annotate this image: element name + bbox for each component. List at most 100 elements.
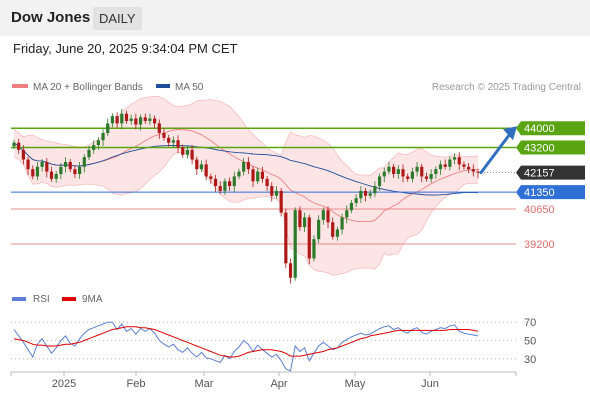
candle-body xyxy=(26,159,30,170)
x-tick-label-2025: 2025 xyxy=(52,378,76,390)
candle-body xyxy=(157,123,161,134)
candle-body xyxy=(68,161,72,170)
candle-body xyxy=(242,161,246,172)
candle-body xyxy=(162,133,166,138)
forecast-arrow-head xyxy=(503,126,517,141)
candle-body xyxy=(410,171,414,179)
candle-body xyxy=(307,217,311,259)
x-tick-label-Jun: Jun xyxy=(421,378,439,390)
candle-body xyxy=(434,169,438,175)
candle-body xyxy=(223,181,227,191)
candle-body xyxy=(382,171,386,177)
candle-body xyxy=(92,145,96,150)
candle-body xyxy=(54,174,58,179)
candle-body xyxy=(21,149,25,160)
rsi-plot: 70 50 30 xyxy=(11,317,536,372)
candle-body xyxy=(298,210,302,228)
candle-body xyxy=(321,210,325,220)
timeframe-badge[interactable]: DAILY xyxy=(93,7,142,30)
candle-body xyxy=(335,229,339,237)
level-tag-42157 xyxy=(516,165,585,180)
candle-body xyxy=(31,169,35,177)
candle-body xyxy=(288,263,293,278)
candle-body xyxy=(106,123,110,134)
candle-body xyxy=(251,169,255,182)
candle-body xyxy=(12,142,16,147)
candle-body xyxy=(462,164,466,167)
candle-body xyxy=(153,118,157,124)
candle-body xyxy=(363,190,368,196)
candle-body xyxy=(227,181,232,187)
datetime-label: Friday, June 20, 2025 9:34:04 PM CET xyxy=(13,41,238,56)
candle-body xyxy=(312,239,316,259)
candle-body xyxy=(429,174,433,179)
candle-body xyxy=(373,186,377,194)
bollinger-upper-line xyxy=(13,95,478,176)
candle-body xyxy=(476,171,480,173)
candle-body xyxy=(260,171,265,179)
candle-body xyxy=(467,166,471,170)
candle-body xyxy=(368,193,372,196)
candle-body xyxy=(415,166,419,172)
candle-body xyxy=(392,166,396,175)
rsi-9ma-line xyxy=(13,326,479,358)
candle-body xyxy=(96,140,100,146)
x-tick-label-Apr: Apr xyxy=(270,378,287,390)
candle-body xyxy=(420,166,424,177)
candle-body xyxy=(199,164,204,170)
candle-body xyxy=(101,133,105,141)
candle-body xyxy=(73,169,77,175)
level-label-40650: 40650 xyxy=(524,204,555,216)
candle-body xyxy=(302,217,307,228)
candle-body xyxy=(340,217,344,230)
candle-body xyxy=(148,118,152,121)
candle-body xyxy=(406,176,410,179)
candle-body xyxy=(448,159,452,167)
candle-body xyxy=(176,140,180,148)
candle-body xyxy=(317,219,321,240)
bollinger-band-fill xyxy=(14,96,478,276)
candle-body xyxy=(387,166,391,172)
candle-body xyxy=(49,171,54,179)
bollinger-lower-line xyxy=(13,151,478,276)
candle-body xyxy=(213,178,218,187)
candle-body xyxy=(256,171,260,182)
candle-body xyxy=(359,190,363,199)
candle-body xyxy=(17,142,21,150)
candle-body xyxy=(284,212,288,264)
candle-body xyxy=(270,186,274,196)
rsi-tick-label-50: 50 xyxy=(524,336,536,348)
candle-body xyxy=(87,149,91,158)
rsi-line xyxy=(13,321,479,372)
level-label-41350: 41350 xyxy=(524,187,555,199)
rsi-tick-label-70: 70 xyxy=(524,317,536,329)
legend-label-bollinger: MA 20 + Bollinger Bands xyxy=(33,82,143,93)
rsi-tick-label-30: 30 xyxy=(524,354,536,366)
candle-body xyxy=(78,166,82,175)
candle-body xyxy=(40,161,44,167)
level-tag-44000 xyxy=(516,121,585,136)
candle-body xyxy=(471,169,475,172)
candle-body xyxy=(377,176,382,187)
candle-body xyxy=(204,164,208,177)
candle-body xyxy=(279,190,283,213)
instrument-title: Dow Jones xyxy=(11,9,91,26)
candle-body xyxy=(218,186,222,191)
main-plot: 44000 43200 42157 41350 40650 39200 xyxy=(11,95,585,284)
candle-body xyxy=(326,210,330,223)
candle-body xyxy=(82,157,86,167)
legend-label-9ma: 9MA xyxy=(82,294,103,305)
candle-body xyxy=(345,210,349,218)
level-tag-43200 xyxy=(516,140,585,155)
x-tick-label-May: May xyxy=(345,378,366,390)
candle-body xyxy=(167,137,171,143)
candle-body xyxy=(237,171,241,177)
level-tag-41350 xyxy=(516,185,585,200)
legend-swatch-bollinger xyxy=(12,84,28,88)
candle-body xyxy=(171,140,175,143)
candle-body xyxy=(185,149,190,155)
candle-body xyxy=(115,116,119,124)
candle-body xyxy=(45,161,49,172)
candle-body xyxy=(401,169,405,177)
